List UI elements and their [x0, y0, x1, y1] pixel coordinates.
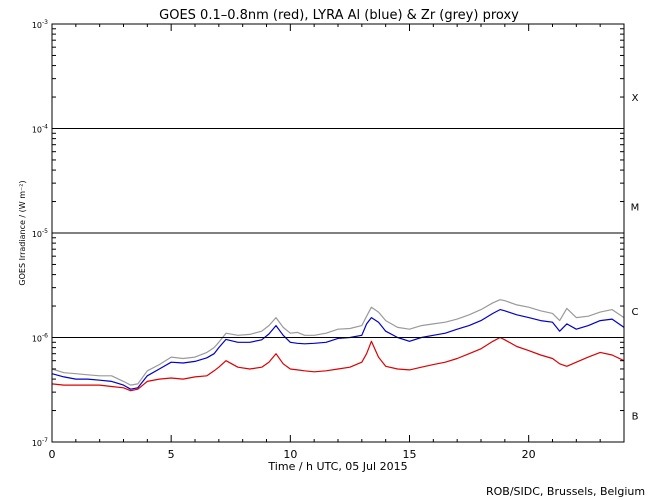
- flare-thresholds: [52, 128, 624, 338]
- x-axis: 0 5 10 15 20: [49, 24, 625, 461]
- y-tick-label: 10-6: [32, 333, 48, 344]
- credit-text: ROB/SIDC, Brussels, Belgium: [486, 485, 646, 498]
- y-tick-label: 10-4: [32, 124, 48, 135]
- x-axis-label: Time / h UTC, 05 Jul 2015: [267, 460, 407, 473]
- x-tick-label: 0: [49, 448, 56, 461]
- flare-class-c: C: [632, 307, 639, 318]
- series-layer: [51, 299, 625, 392]
- y-tick-label: 10-7: [32, 437, 48, 448]
- flare-class-m: M: [631, 202, 640, 213]
- y-axis-label: GOES Irradiance / (W m⁻²): [18, 180, 27, 285]
- y-tick-label: 10-5: [32, 228, 48, 239]
- x-tick-label: 10: [283, 448, 297, 461]
- chart-title: GOES 0.1–0.8nm (red), LYRA Al (blue) & Z…: [159, 8, 519, 23]
- x-tick-label: 5: [168, 448, 175, 461]
- flare-class-x: X: [632, 93, 639, 104]
- x-tick-label: 15: [403, 448, 417, 461]
- series-line-0: [51, 299, 625, 386]
- flare-class-labels: X M C B: [631, 93, 640, 422]
- y-tick-label: 10-3: [32, 19, 48, 30]
- x-tick-label: 20: [522, 448, 536, 461]
- series-line-1: [51, 309, 625, 390]
- y-axis: 10-7 10-6 10-5 10-4 10-3: [32, 19, 624, 448]
- series-line-2: [51, 336, 625, 392]
- flare-class-b: B: [632, 411, 639, 422]
